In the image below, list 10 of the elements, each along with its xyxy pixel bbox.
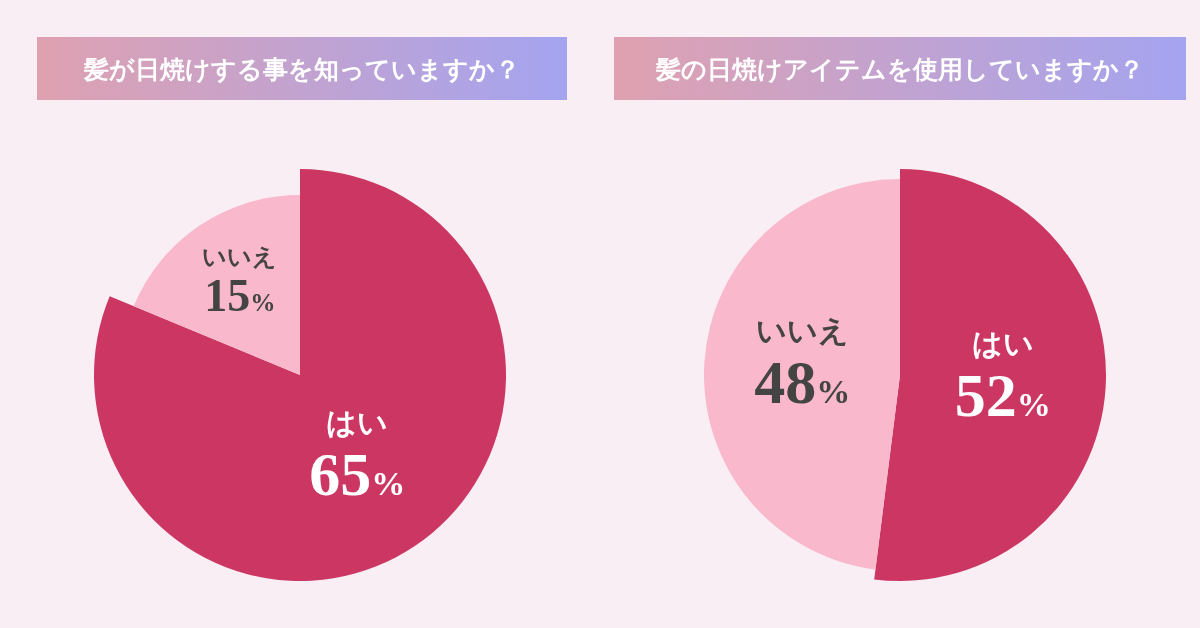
slice-label: はい: [326, 404, 389, 440]
slice-label: はい: [971, 325, 1034, 361]
chart-title: 髪の日焼けアイテムを使用していますか？: [655, 55, 1144, 84]
slice-label: いいえ: [755, 312, 849, 348]
data-label: 52%: [954, 360, 1051, 429]
data-label: 15%: [204, 269, 276, 321]
chart-title: 髪が日焼けする事を知っていますか？: [83, 55, 520, 84]
slice-label: いいえ: [202, 242, 278, 271]
data-label: 48%: [754, 347, 851, 416]
data-label: 65%: [309, 439, 406, 508]
